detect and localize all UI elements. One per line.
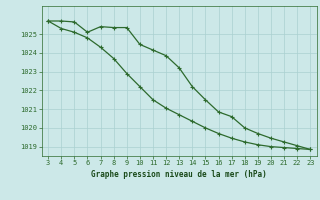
X-axis label: Graphe pression niveau de la mer (hPa): Graphe pression niveau de la mer (hPa) bbox=[91, 170, 267, 179]
